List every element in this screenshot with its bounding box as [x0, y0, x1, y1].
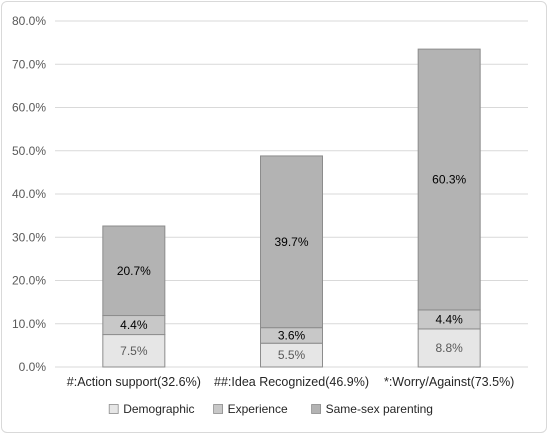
y-tick-label: 30.0% — [12, 230, 46, 244]
x-category-label: #:Action support(32.6%) — [67, 375, 201, 389]
y-tick-label: 20.0% — [12, 274, 46, 288]
data-label: 39.7% — [274, 235, 308, 249]
legend-label: Experience — [228, 402, 288, 416]
y-tick-label: 0.0% — [19, 360, 47, 374]
y-tick-label: 70.0% — [12, 57, 46, 71]
y-tick-label: 60.0% — [12, 101, 46, 115]
data-label: 20.7% — [117, 264, 151, 278]
legend-swatch — [213, 404, 224, 414]
y-tick-label: 80.0% — [12, 14, 46, 28]
bar-segment — [102, 225, 166, 317]
bar-segment — [260, 155, 323, 329]
legend-label: Demographic — [123, 402, 194, 416]
data-label: 7.5% — [120, 344, 148, 358]
bar-segment — [417, 48, 481, 311]
y-tick-label: 10.0% — [12, 317, 46, 331]
data-label: 3.6% — [278, 328, 306, 342]
x-category-label: *:Worry/Against(73.5%) — [384, 375, 514, 389]
data-label: 5.5% — [278, 348, 306, 362]
y-tick-label: 40.0% — [12, 187, 46, 201]
data-label: 4.4% — [120, 318, 148, 332]
data-label: 8.8% — [435, 341, 463, 355]
bar-segment — [102, 334, 166, 368]
legend-label: Same-sex parenting — [326, 402, 433, 416]
x-category-label: ##:Idea Recognized(46.9%) — [214, 375, 369, 389]
data-label: 4.4% — [435, 312, 463, 326]
legend-swatch — [311, 404, 322, 414]
y-tick-label: 50.0% — [12, 144, 46, 158]
data-label: 60.3% — [432, 173, 466, 187]
legend-swatch — [108, 404, 119, 414]
bar-segment — [417, 328, 481, 368]
